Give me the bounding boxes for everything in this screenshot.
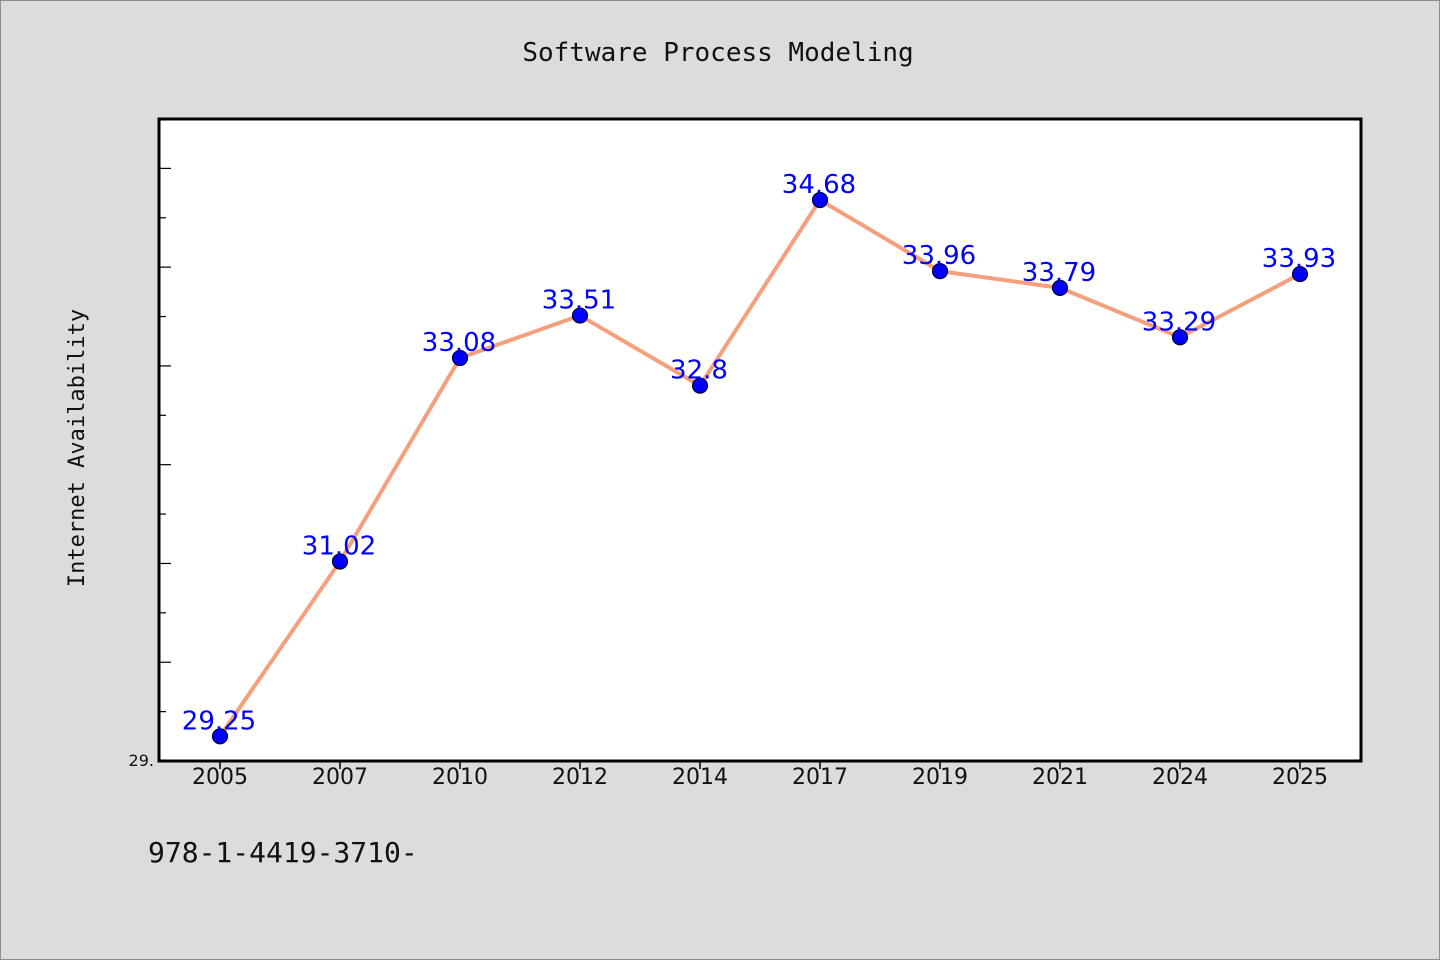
data-label: 33.79 — [1022, 258, 1096, 288]
x-axis-tick-labels: 2005 2007 2010 2012 2014 2017 2019 2021 2024 2025 — [192, 765, 1328, 790]
data-point — [811, 191, 829, 209]
data-point — [1291, 265, 1309, 283]
y-tick-label: 29. — [129, 751, 154, 770]
data-point — [331, 553, 349, 570]
data-label: 33.08 — [422, 328, 496, 358]
x-tick-label: 2021 — [1032, 765, 1088, 790]
data-label-group: 29.25 31.02 33.08 33.51 32.8 34.68 33.96 33.79 3… — [182, 170, 1336, 736]
x-tick-label: 2024 — [1152, 765, 1208, 790]
x-tick-label: 2025 — [1272, 765, 1328, 790]
x-tick-label: 2012 — [552, 765, 608, 790]
series-line — [218, 197, 1301, 738]
data-label: 29.25 — [182, 706, 256, 736]
y-axis-label: Internet Availability — [65, 309, 90, 587]
data-point — [1171, 329, 1189, 346]
x-axis-ticks — [219, 761, 1301, 769]
x-tick-label: 2019 — [912, 765, 968, 790]
data-label: 33.51 — [542, 286, 616, 316]
footer-note: 978-1-4419-3710- — [148, 836, 418, 869]
data-label: 34.68 — [782, 170, 856, 200]
data-point — [211, 728, 229, 745]
data-label: 33.96 — [902, 241, 976, 271]
x-tick-label: 2005 — [192, 765, 248, 790]
series-group — [211, 191, 1309, 745]
data-label: 31.02 — [302, 531, 376, 561]
x-tick-label: 2007 — [312, 765, 368, 790]
data-point — [1051, 279, 1069, 296]
data-point — [691, 377, 709, 394]
x-tick-label: 2014 — [672, 765, 728, 790]
data-point — [451, 349, 469, 367]
plot-area — [157, 117, 1363, 763]
data-label: 32.8 — [670, 356, 728, 386]
data-point — [931, 263, 949, 280]
data-label: 33.29 — [1142, 307, 1216, 337]
x-tick-label: 2017 — [792, 765, 848, 790]
y-axis-ticks — [159, 118, 171, 713]
data-label: 33.93 — [1262, 244, 1336, 274]
x-tick-label: 2010 — [432, 765, 488, 790]
chart-title: Software Process Modeling — [522, 38, 913, 68]
data-point — [571, 307, 589, 324]
